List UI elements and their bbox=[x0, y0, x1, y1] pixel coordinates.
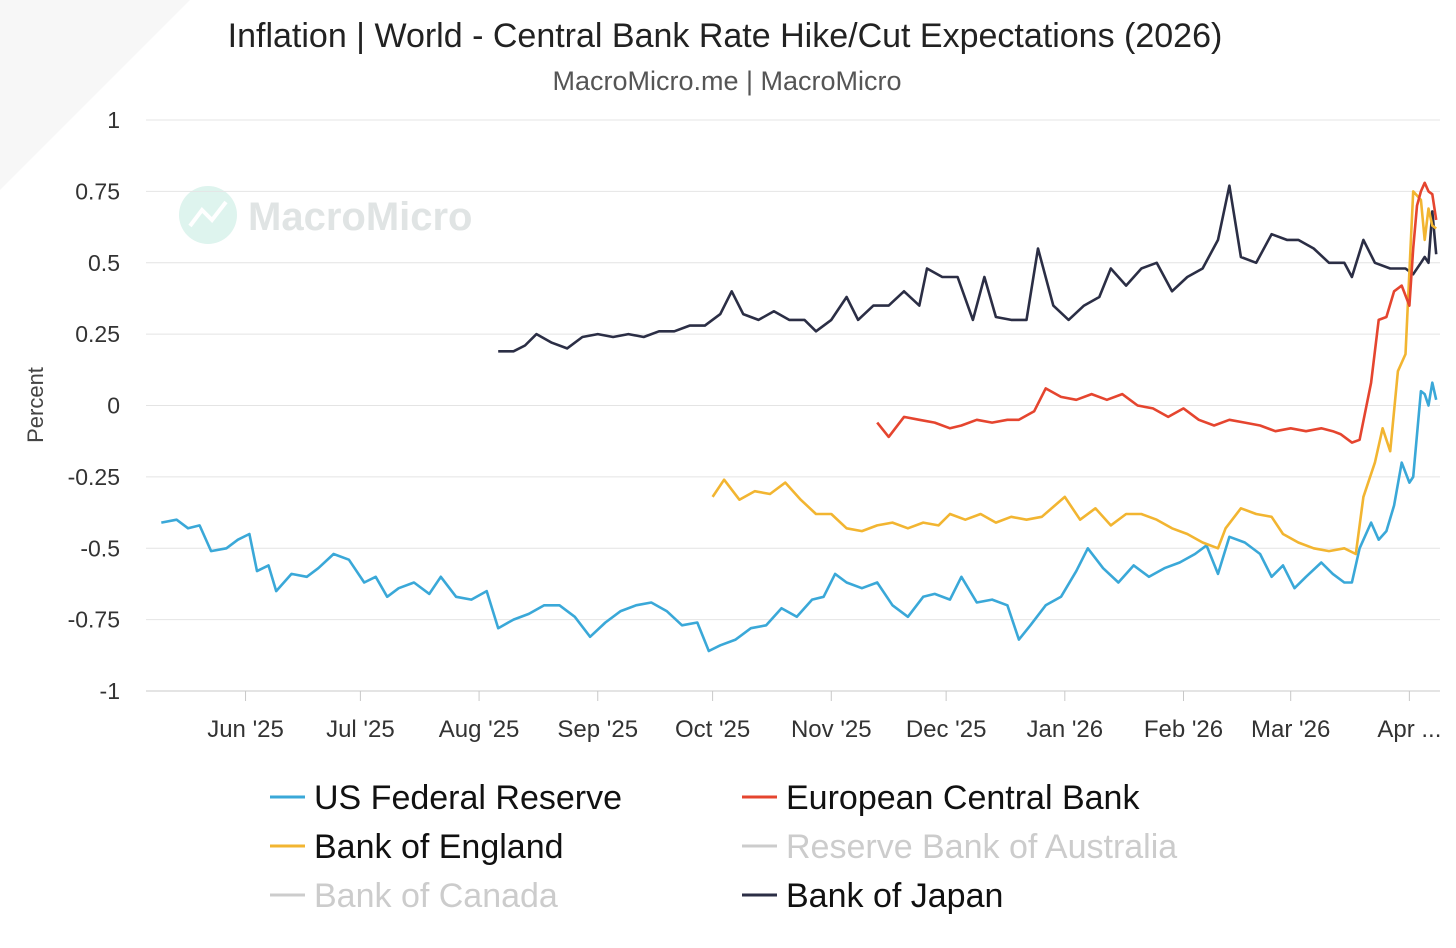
legend-item-bank-of-england[interactable]: Bank of England bbox=[270, 828, 564, 866]
y-tick-label: -0.5 bbox=[80, 535, 120, 561]
x-tick-label: Oct '25 bbox=[675, 716, 750, 743]
x-tick-label: Nov '25 bbox=[791, 716, 872, 743]
legend-item-us-federal-reserve[interactable]: US Federal Reserve bbox=[270, 779, 622, 817]
x-tick-label: Feb '26 bbox=[1144, 716, 1223, 743]
chart-subtitle: MacroMicro.me | MacroMicro bbox=[552, 66, 901, 96]
legend-label: Reserve Bank of Australia bbox=[786, 828, 1177, 866]
y-tick-label: 0 bbox=[107, 393, 120, 419]
y-axis-label: Percent bbox=[23, 367, 48, 443]
legend-item-reserve-bank-of-australia[interactable]: Reserve Bank of Australia bbox=[742, 828, 1177, 866]
grid bbox=[146, 119, 1440, 692]
legend-item-bank-of-japan[interactable]: Bank of Japan bbox=[742, 877, 1003, 915]
x-tick-label: Mar '26 bbox=[1251, 716, 1330, 743]
legend-label: Bank of Japan bbox=[786, 877, 1003, 915]
watermark-text: MacroMicro bbox=[248, 195, 473, 239]
x-tick-label: Apr ... bbox=[1377, 716, 1441, 743]
x-tick-label: Jul '25 bbox=[326, 716, 395, 743]
x-tick-label: Aug '25 bbox=[439, 716, 520, 743]
x-tick-label: Jun '25 bbox=[207, 716, 284, 743]
y-tick-label: 0.5 bbox=[88, 250, 120, 276]
legend-label: Bank of England bbox=[314, 828, 564, 866]
series-line-bank-of-japan bbox=[498, 184, 1438, 353]
watermark: MacroMicro bbox=[179, 186, 473, 244]
legend-label: US Federal Reserve bbox=[314, 779, 622, 817]
x-tick-label: Sep '25 bbox=[557, 716, 638, 743]
corner-decoration bbox=[0, 0, 190, 190]
legend-item-bank-of-canada[interactable]: Bank of Canada bbox=[270, 877, 558, 915]
chart-title: Inflation | World - Central Bank Rate Hi… bbox=[228, 17, 1223, 55]
y-tick-label: -0.75 bbox=[68, 607, 120, 633]
legend-item-european-central-bank[interactable]: European Central Bank bbox=[742, 779, 1140, 817]
watermark-logo-mark bbox=[188, 200, 228, 228]
y-tick-label: 0.25 bbox=[75, 321, 120, 347]
y-tick-label: 0.75 bbox=[75, 178, 120, 204]
y-axis: 1 0.75 0.5 0.25 0 -0.25 -0.5 -0.75 -1 bbox=[68, 107, 120, 704]
series-line-us-federal-reserve bbox=[161, 381, 1438, 653]
y-tick-label: -1 bbox=[100, 678, 120, 704]
legend-label: Bank of Canada bbox=[314, 877, 558, 915]
legend-label: European Central Bank bbox=[786, 779, 1140, 817]
y-tick-label: -0.25 bbox=[68, 464, 120, 490]
series-line-bank-of-england bbox=[711, 190, 1437, 556]
series-line-european-central-bank bbox=[876, 181, 1438, 444]
series-lines bbox=[161, 181, 1438, 653]
x-tick-label: Dec '25 bbox=[906, 716, 987, 743]
legend: US Federal Reserve European Central Bank B… bbox=[270, 779, 1177, 915]
x-axis: Jun '25 Jul '25 Aug '25 Sep '25 Oct '25 Nov '… bbox=[207, 691, 1441, 743]
y-tick-label: 1 bbox=[107, 107, 120, 133]
x-tick-label: Jan '26 bbox=[1026, 716, 1103, 743]
